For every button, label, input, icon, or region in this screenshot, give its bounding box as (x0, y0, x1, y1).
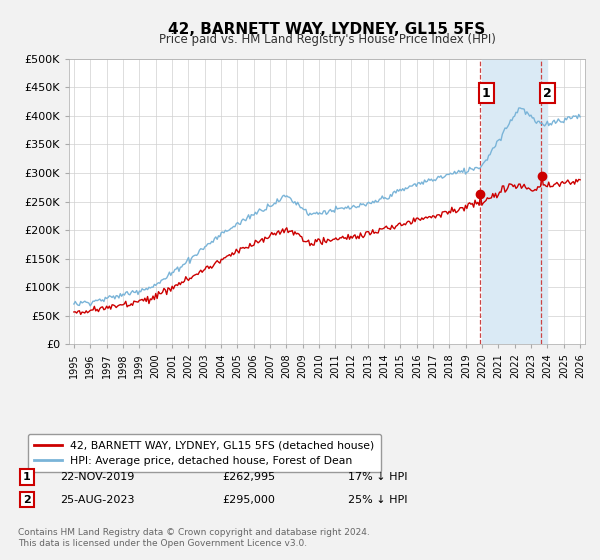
Text: 2: 2 (23, 494, 31, 505)
Text: 2: 2 (543, 87, 552, 100)
Text: 25% ↓ HPI: 25% ↓ HPI (348, 494, 407, 505)
Legend: 42, BARNETT WAY, LYDNEY, GL15 5FS (detached house), HPI: Average price, detached: 42, BARNETT WAY, LYDNEY, GL15 5FS (detac… (28, 434, 381, 473)
Text: £262,995: £262,995 (222, 472, 275, 482)
Text: 22-NOV-2019: 22-NOV-2019 (60, 472, 134, 482)
Text: 1: 1 (482, 87, 490, 100)
Title: 42, BARNETT WAY, LYDNEY, GL15 5FS: 42, BARNETT WAY, LYDNEY, GL15 5FS (169, 22, 485, 37)
Text: £295,000: £295,000 (222, 494, 275, 505)
Text: Price paid vs. HM Land Registry's House Price Index (HPI): Price paid vs. HM Land Registry's House … (158, 33, 496, 46)
Text: 17% ↓ HPI: 17% ↓ HPI (348, 472, 407, 482)
Text: 1: 1 (23, 472, 31, 482)
Text: 25-AUG-2023: 25-AUG-2023 (60, 494, 134, 505)
Text: Contains HM Land Registry data © Crown copyright and database right 2024.
This d: Contains HM Land Registry data © Crown c… (18, 528, 370, 548)
Bar (482, 59, 547, 344)
